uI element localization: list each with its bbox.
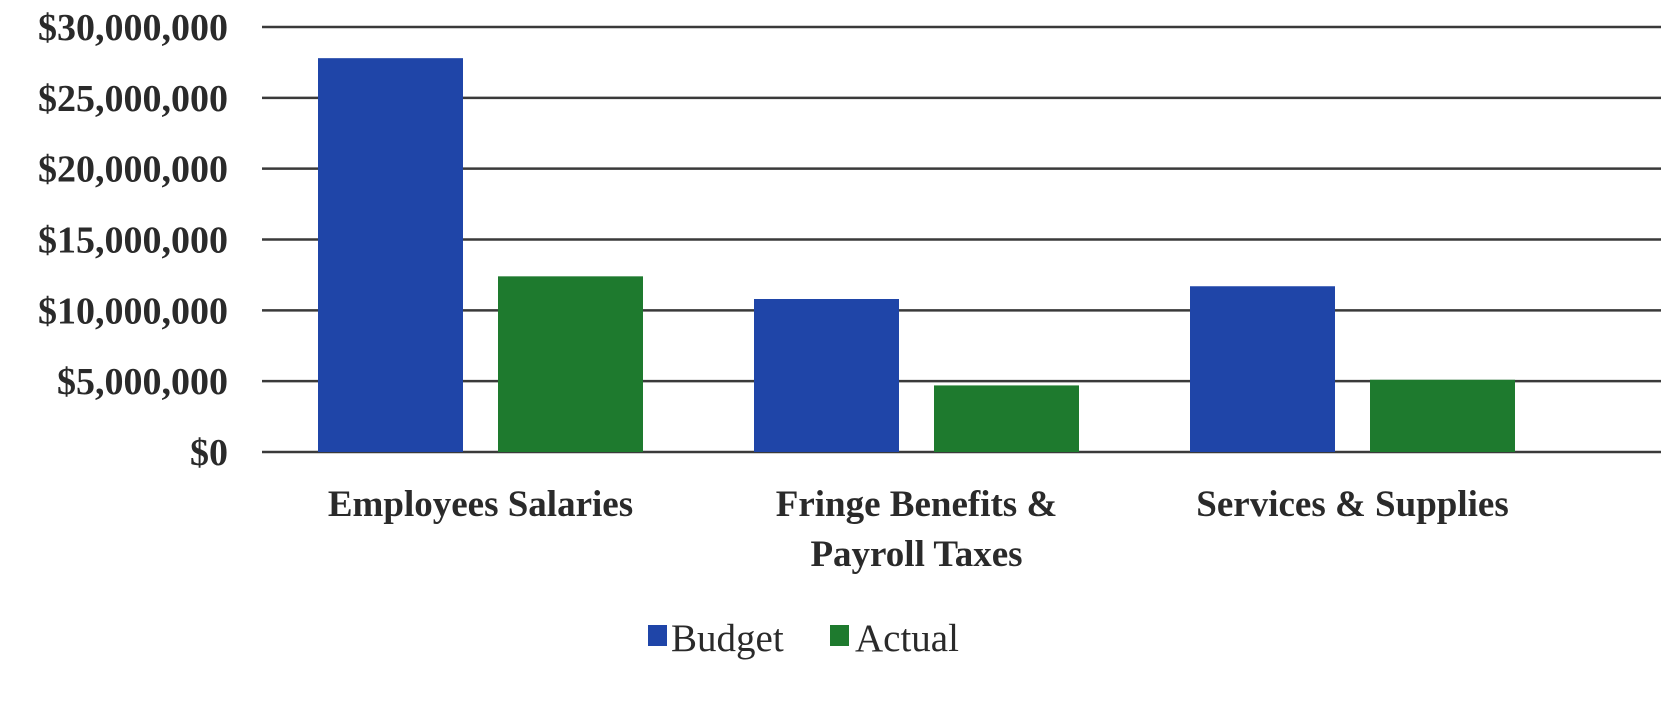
legend-item-budget: Budget xyxy=(648,617,784,660)
legend: Budget Actual xyxy=(648,617,959,660)
x-tick-label: Employees Salaries xyxy=(328,484,633,525)
x-tick-label: Services & Supplies xyxy=(1196,484,1508,525)
bar-budget xyxy=(1190,286,1335,452)
bars xyxy=(318,58,1515,453)
y-tick-label: $5,000,000 xyxy=(57,361,228,403)
y-tick-label: $10,000,000 xyxy=(38,290,228,332)
bar-budget xyxy=(754,299,899,452)
gridlines xyxy=(262,25,1661,454)
bar-actual xyxy=(1370,379,1515,452)
legend-label: Budget xyxy=(671,617,784,660)
x-axis-tick-labels: Employees Salaries Fringe Benefits & Payro… xyxy=(328,484,1509,575)
legend-item-actual: Actual xyxy=(830,617,959,660)
legend-swatch xyxy=(830,625,849,646)
legend-label: Actual xyxy=(855,617,959,660)
y-tick-label: $20,000,000 xyxy=(38,149,228,191)
legend-swatch xyxy=(648,625,667,646)
y-axis-tick-labels: $0 $5,000,000 $10,000,000 $15,000,000 $20,00… xyxy=(38,7,228,474)
y-tick-label: $15,000,000 xyxy=(38,220,228,262)
y-tick-label: $25,000,000 xyxy=(38,78,228,120)
y-tick-label: $30,000,000 xyxy=(38,7,228,49)
y-tick-label: $0 xyxy=(190,432,228,474)
x-tick-label: Fringe Benefits & Payroll Taxes xyxy=(776,484,1058,575)
bar-actual xyxy=(934,385,1079,452)
bar-budget xyxy=(318,58,463,453)
bar-actual xyxy=(498,276,643,452)
